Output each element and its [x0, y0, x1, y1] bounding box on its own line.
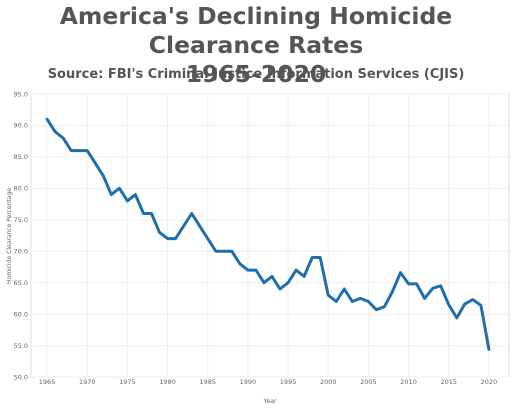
chart-subtitle: Source: FBI's Criminal Justice Informati…	[47, 67, 465, 82]
chart-title: America's Declining Homicide Clearance R…	[0, 2, 512, 89]
chart-title-line-2: 1965-2020	[185, 60, 327, 88]
y-tick-label: 90.0	[14, 122, 28, 130]
y-tick-label: 85.0	[14, 153, 28, 161]
y-tick-label: 50.0	[14, 373, 28, 381]
x-tick-labels: 1965 1970 1975 1980 1985 1990 1995 2000 2005 2010…	[39, 378, 497, 386]
y-tick-label: 70.0	[14, 248, 28, 256]
x-tick-label: 2000	[320, 378, 337, 386]
x-tick-label: 1995	[280, 378, 297, 386]
plot-area	[30, 93, 510, 378]
y-axis-label: Homicide Clearance Percentage	[6, 188, 13, 284]
y-tick-label: 80.0	[14, 185, 28, 193]
y-tick-label: 55.0	[14, 342, 28, 350]
x-tick-label: 1990	[240, 378, 257, 386]
x-tick-label: 1970	[79, 378, 96, 386]
series-group	[45, 117, 491, 351]
x-tick-label: 1965	[39, 378, 56, 386]
y-tick-labels: 50.0 55.0 60.0 65.0 70.0 75.0 80.0 85.0 90.0 95.0	[14, 90, 28, 381]
x-tick-label: 2010	[400, 378, 417, 386]
x-tick-label: 2020	[481, 378, 498, 386]
x-tick-label: 2005	[360, 378, 377, 386]
series-line	[45, 117, 491, 351]
y-tick-label: 75.0	[14, 216, 28, 224]
y-tick-label: 60.0	[14, 310, 28, 318]
x-tick-label: 1975	[119, 378, 136, 386]
y-tick-label: 65.0	[14, 279, 28, 287]
y-tick-label: 95.0	[14, 90, 28, 98]
x-tick-label: 2015	[440, 378, 457, 386]
x-tick-label: 1985	[199, 378, 216, 386]
x-tick-label: 1980	[159, 378, 176, 386]
chart-title-line-1: America's Declining Homicide Clearance R…	[59, 2, 453, 59]
x-axis-label: Year	[263, 398, 277, 405]
grid-lines	[31, 93, 509, 378]
